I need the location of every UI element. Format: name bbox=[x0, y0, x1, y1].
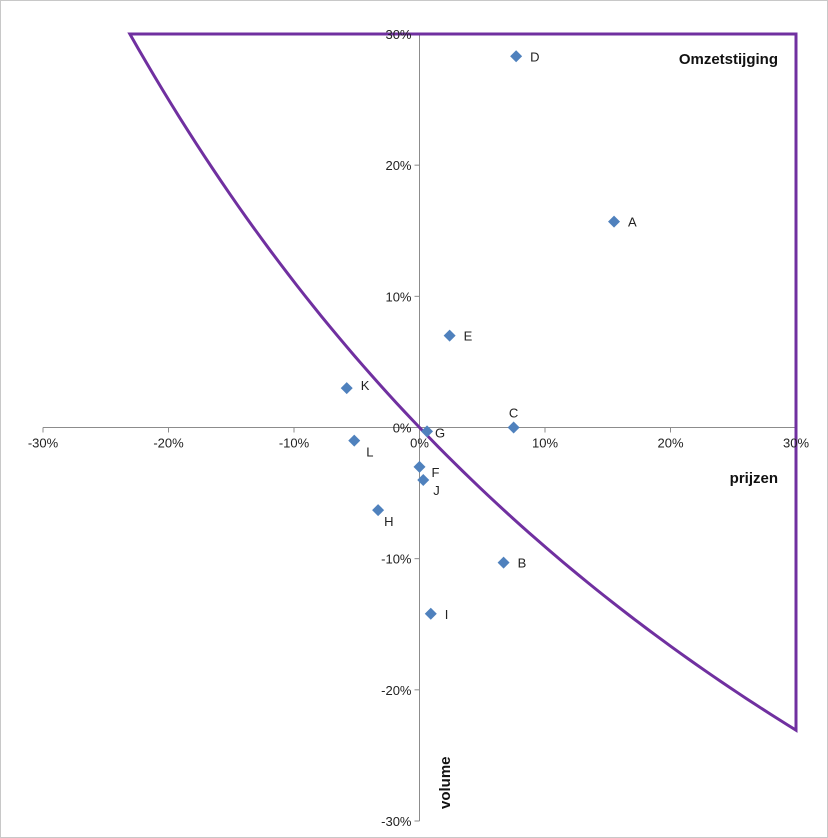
revenue-boundary bbox=[127, 32, 798, 733]
data-points: A B C D E F G H I J K L bbox=[340, 49, 637, 622]
point-marker-f bbox=[413, 460, 426, 473]
y-tick-label: -30% bbox=[381, 814, 412, 829]
point-label-i: I bbox=[445, 607, 449, 622]
x-tick-label: -20% bbox=[153, 436, 184, 451]
y-tick-label: 20% bbox=[385, 158, 411, 173]
point-marker-i bbox=[424, 607, 437, 620]
point-label-j: J bbox=[433, 483, 440, 498]
region-label: Omzetstijging bbox=[679, 51, 778, 68]
x-tick-label: 0% bbox=[410, 436, 429, 451]
point-marker-g bbox=[421, 425, 434, 438]
point-marker-j bbox=[417, 473, 430, 486]
point-marker-c bbox=[507, 421, 520, 434]
point-marker-h bbox=[372, 504, 385, 517]
point-label-a: A bbox=[628, 215, 637, 230]
y-tick-label: -10% bbox=[381, 552, 412, 567]
y-tick-label: 10% bbox=[385, 289, 411, 304]
x-tick-label: 30% bbox=[783, 436, 809, 451]
point-label-f: F bbox=[432, 465, 440, 480]
point-marker-a bbox=[608, 215, 621, 228]
x-tick-label: 10% bbox=[532, 436, 558, 451]
point-marker-k bbox=[340, 382, 353, 395]
point-label-e: E bbox=[464, 329, 473, 344]
y-tick-label: 30% bbox=[385, 27, 411, 42]
y-tick-label: 0% bbox=[393, 421, 412, 436]
point-marker-e bbox=[443, 329, 456, 342]
y-axis-title: volume bbox=[437, 756, 454, 809]
point-marker-b bbox=[497, 556, 510, 569]
point-label-h: H bbox=[384, 514, 393, 529]
point-label-g: G bbox=[435, 425, 445, 440]
point-label-l: L bbox=[366, 445, 373, 460]
x-tick-label: -30% bbox=[28, 436, 59, 451]
point-marker-l bbox=[348, 434, 361, 447]
point-marker-d bbox=[510, 50, 523, 63]
y-tick-label: -20% bbox=[381, 683, 412, 698]
revenue-boundary-curve bbox=[127, 32, 798, 733]
x-tick-label: 20% bbox=[657, 436, 683, 451]
point-label-b: B bbox=[518, 556, 527, 571]
point-label-k: K bbox=[361, 378, 370, 393]
x-tick-label: -10% bbox=[279, 436, 310, 451]
x-axis-title: prijzen bbox=[730, 470, 778, 487]
point-label-c: C bbox=[509, 406, 518, 421]
point-label-d: D bbox=[530, 49, 539, 64]
tick-labels: -30% -20% -10% 0% 10% 20% 30% 30% 20% 10% 0% -10% -2… bbox=[28, 27, 810, 829]
